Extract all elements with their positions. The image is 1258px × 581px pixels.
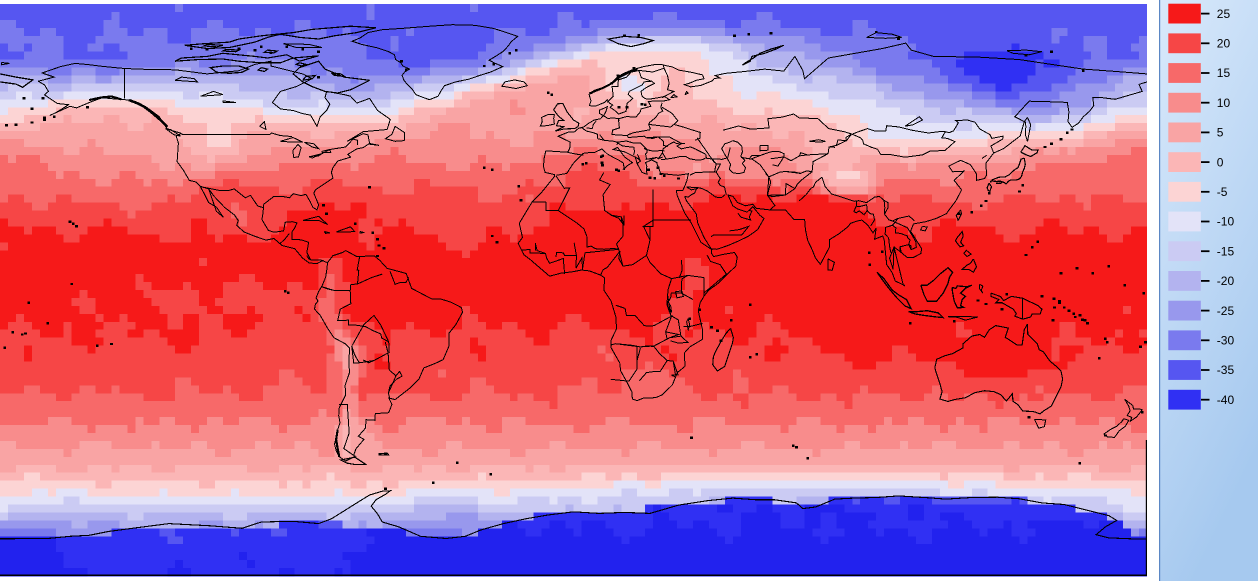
svg-text:-10: -10 (1217, 215, 1235, 229)
svg-text:25: 25 (1217, 7, 1231, 21)
svg-text:-25: -25 (1217, 304, 1235, 318)
svg-text:10: 10 (1217, 96, 1231, 110)
svg-text:15: 15 (1217, 66, 1231, 80)
svg-text:5: 5 (1217, 126, 1224, 140)
svg-text:-20: -20 (1217, 274, 1235, 288)
svg-text:-35: -35 (1217, 363, 1235, 377)
svg-text:-30: -30 (1217, 334, 1235, 348)
svg-text:20: 20 (1217, 37, 1231, 51)
svg-text:0: 0 (1217, 155, 1224, 169)
svg-text:-40: -40 (1217, 393, 1235, 407)
svg-text:-15: -15 (1217, 244, 1235, 258)
svg-text:-5: -5 (1217, 185, 1228, 199)
